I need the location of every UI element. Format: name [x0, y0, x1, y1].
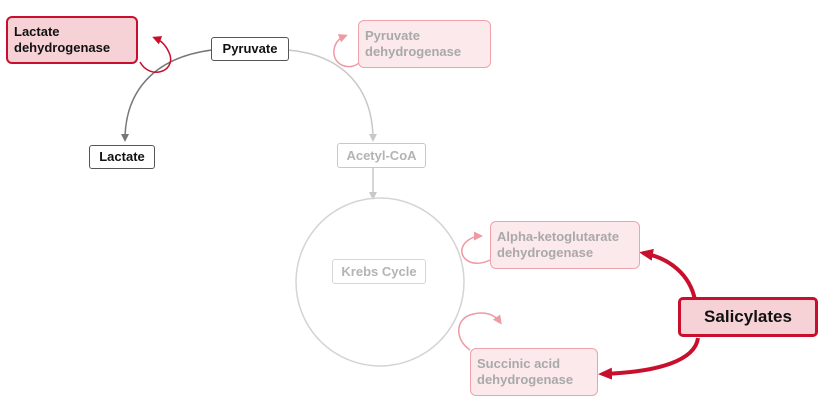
salicylates-label: Salicylates	[704, 307, 792, 326]
succinic-acid-curl	[458, 312, 502, 351]
alpha-ketoglutarate-curl	[461, 231, 491, 264]
arrow-pyruvate-to-acetyl-coa	[287, 49, 377, 142]
arrow-salicylates-to-alpha-ketoglutarate	[639, 248, 697, 301]
arrow-salicylates-to-succinic-acid	[598, 337, 700, 380]
lactate-dehydrogenase-label: Lactate dehydrogenase	[14, 24, 111, 55]
salicylates-box: Salicylates	[678, 297, 818, 337]
krebs-cycle-circle	[295, 197, 465, 367]
lactate-dehydrogenase-curl	[139, 36, 172, 73]
krebs-cycle-label: Krebs Cycle	[341, 264, 417, 279]
lactate-box: Lactate	[89, 145, 155, 169]
arrow-pyruvate-to-lactate	[121, 49, 213, 142]
alpha-ketoglutarate-dehydrogenase-label: Alpha-ketoglutarate dehydrogenase	[497, 229, 620, 260]
acetyl-coa-label: Acetyl-CoA	[346, 147, 417, 163]
acetyl-coa-box: Acetyl-CoA	[337, 143, 426, 168]
krebs-cycle-box: Krebs Cycle	[332, 259, 426, 284]
pyruvate-box: Pyruvate	[211, 37, 289, 61]
pyruvate-dehydrogenase-curl	[333, 34, 361, 68]
pyruvate-dehydrogenase-box: Pyruvate dehydrogenase	[358, 20, 491, 68]
pyruvate-dehydrogenase-label: Pyruvate dehydrogenase	[365, 28, 462, 59]
lactate-dehydrogenase-box: Lactate dehydrogenase	[6, 16, 138, 64]
pyruvate-label: Pyruvate	[222, 41, 278, 56]
lactate-label: Lactate	[99, 149, 145, 164]
succinic-acid-dehydrogenase-label: Succinic acid dehydrogenase	[477, 356, 574, 387]
alpha-ketoglutarate-dehydrogenase-box: Alpha-ketoglutarate dehydrogenase	[490, 221, 640, 269]
succinic-acid-dehydrogenase-box: Succinic acid dehydrogenase	[470, 348, 598, 396]
